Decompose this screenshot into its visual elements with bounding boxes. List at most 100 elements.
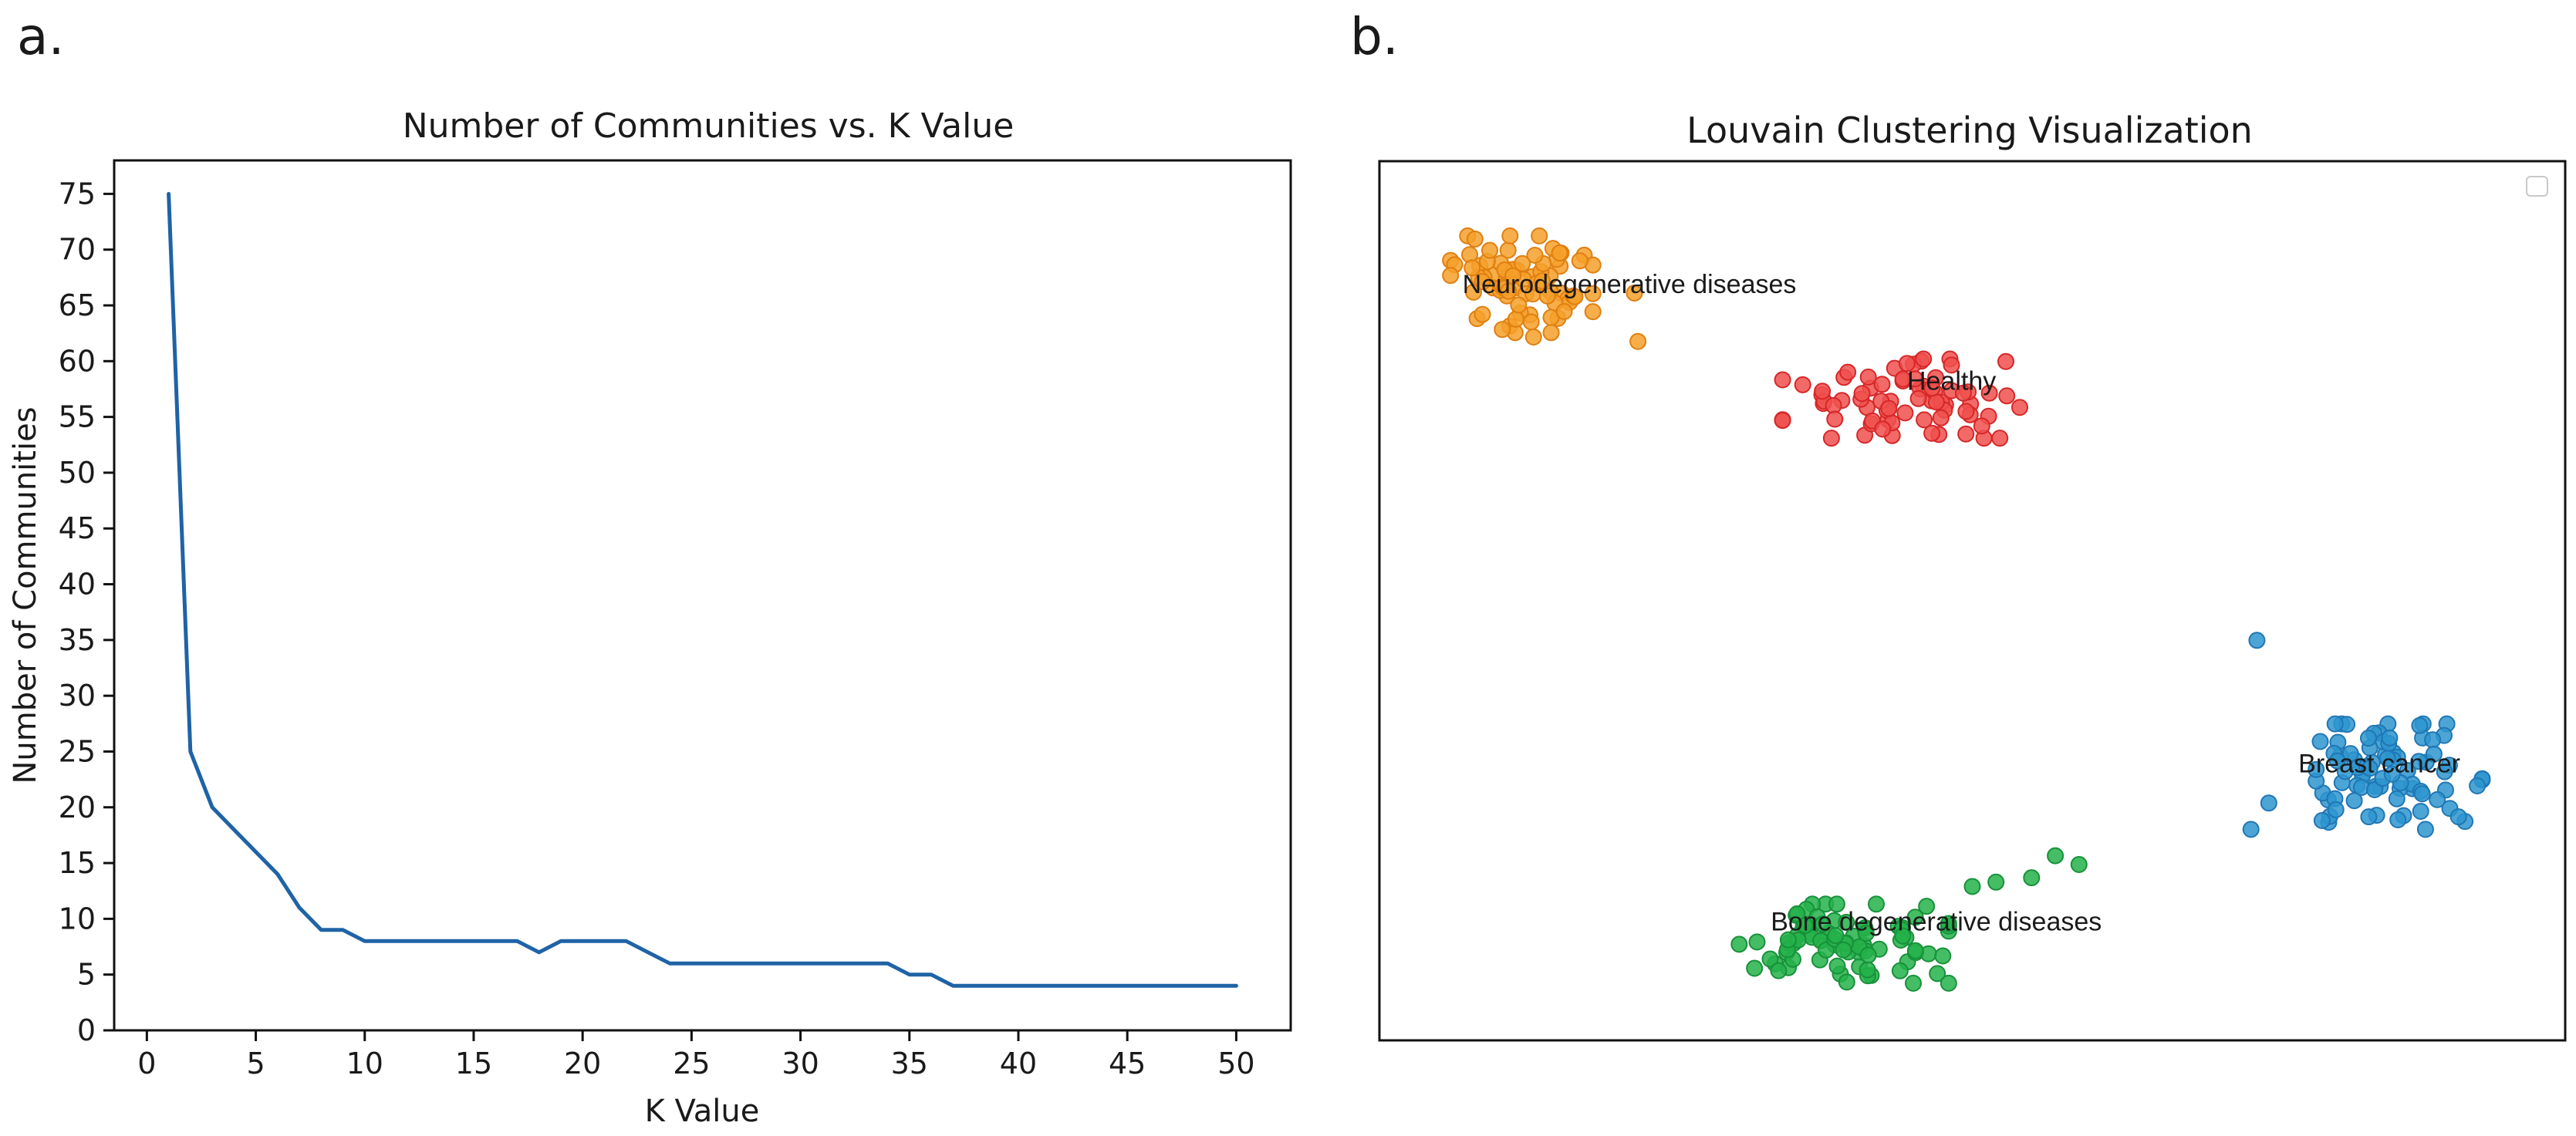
- scatter-point: [2416, 821, 2434, 838]
- scatter-point: [2425, 745, 2443, 763]
- scatter-point: [1533, 272, 1551, 290]
- scatter-point: [2361, 760, 2378, 777]
- scatter-point: [2326, 715, 2344, 733]
- cluster-label-healthy: Healthy: [1907, 366, 1996, 396]
- scatter-point: [1774, 371, 1791, 389]
- scatter-point: [2449, 808, 2467, 826]
- scatter-point: [1998, 387, 2016, 405]
- scatter-point: [1963, 878, 1981, 895]
- scatter-point: [1814, 383, 1832, 400]
- x-tick-label: 15: [455, 1047, 492, 1080]
- scatter-point: [2412, 803, 2429, 820]
- scatter-point: [1927, 393, 1945, 411]
- chart-a-xlabel: K Value: [645, 1094, 760, 1129]
- scatter-point: [2360, 808, 2378, 826]
- x-tick-label: 20: [564, 1047, 601, 1080]
- scatter-point: [1814, 915, 1832, 933]
- scatter-point: [1853, 385, 1871, 403]
- scatter-point: [1859, 946, 1877, 964]
- scatter-point: [1940, 974, 1957, 992]
- scatter-point: [1859, 368, 1877, 386]
- chart-b-title: Louvain Clustering Visualization: [1686, 110, 2253, 151]
- line-chart: Number of Communities vs. K Value 0 5 10 15…: [8, 106, 1292, 1129]
- scatter-point: [1779, 931, 1797, 949]
- x-tick-label: 45: [1109, 1047, 1146, 1080]
- scatter-point: [1822, 430, 1840, 447]
- y-tick-label: 0: [77, 1013, 96, 1047]
- scatter-point: [1909, 389, 1927, 407]
- x-tick-label: 50: [1217, 1047, 1254, 1080]
- scatter-point: [1542, 324, 1560, 342]
- y-tick-label: 70: [59, 233, 96, 267]
- chart-a-y-axis: 0 5 10 15 20 25 30 35 40 45 50 55 60 65 70 75: [59, 177, 114, 1047]
- scatter-point: [1934, 947, 1952, 965]
- scatter-point: [1770, 962, 1788, 979]
- scatter-point: [1973, 417, 1990, 435]
- panel-b-label: b.: [1350, 7, 1399, 66]
- scatter-point: [1923, 424, 1941, 442]
- scatter-point: [1957, 403, 1975, 420]
- chart-b-points: [1442, 227, 2491, 992]
- scatter-point: [1746, 959, 1764, 977]
- scatter-point: [1466, 231, 1484, 248]
- scatter-point: [1929, 965, 1946, 983]
- y-tick-label: 40: [59, 568, 96, 602]
- scatter-point: [1880, 399, 1898, 417]
- y-tick-label: 75: [59, 177, 96, 211]
- scatter-point: [2070, 856, 2088, 873]
- scatter-point: [1504, 267, 1522, 285]
- scatter-point: [1510, 296, 1528, 314]
- y-tick-label: 10: [59, 902, 96, 935]
- scatter-point: [1896, 404, 1914, 422]
- x-tick-label: 10: [346, 1047, 383, 1080]
- scatter-point: [1584, 303, 1602, 321]
- scatter-point: [1868, 895, 1885, 913]
- x-tick-label: 5: [246, 1047, 265, 1080]
- scatter-point: [2047, 847, 2065, 865]
- chart-a-title: Number of Communities vs. K Value: [403, 106, 1015, 146]
- cluster-label-breast-cancer: Breast cancer: [2298, 749, 2460, 778]
- scatter-point: [1857, 925, 1875, 942]
- scatter-point: [2424, 731, 2442, 749]
- scatter-point: [1522, 313, 1540, 331]
- scatter-point: [1524, 329, 1542, 346]
- scatter-point: [2413, 785, 2431, 803]
- x-tick-label: 25: [673, 1047, 710, 1080]
- scatter-point: [1997, 352, 2014, 370]
- scatter-point: [1954, 384, 1972, 402]
- cluster-breast-cancer: [2242, 632, 2491, 838]
- scatter-point: [1531, 227, 1548, 244]
- scatter-point: [1980, 384, 1998, 402]
- chart-b-annotations: Neurodegenerative diseases Healthy Breast …: [1463, 270, 2460, 937]
- scatter-point: [1584, 285, 1602, 302]
- scatter-point: [2328, 752, 2346, 770]
- scatter-point: [1730, 935, 1748, 953]
- scatter-point: [1748, 933, 1766, 951]
- scatter-chart: Louvain Clustering Visualization Neurode…: [1378, 110, 2567, 1042]
- scatter-point: [1918, 898, 1936, 915]
- scatter-point: [1566, 288, 1584, 305]
- scatter-point: [1464, 259, 1481, 277]
- scatter-point: [1891, 962, 1909, 979]
- scatter-point: [2308, 760, 2325, 778]
- chart-a-plot: [167, 191, 1238, 988]
- scatter-point: [1991, 430, 2009, 447]
- scatter-point: [2248, 632, 2266, 649]
- scatter-point: [1906, 942, 1924, 959]
- scatter-point: [1538, 287, 1556, 305]
- scatter-point: [1474, 305, 1491, 323]
- scatter-point: [2011, 399, 2028, 416]
- cluster-label-neurodegenerative-diseases: Neurodegenerative diseases: [1463, 270, 1797, 299]
- series-line-communities: [167, 191, 1238, 988]
- cluster-healthy: [1774, 350, 2028, 447]
- scatter-point: [1526, 247, 1544, 264]
- scatter-point: [2360, 730, 2377, 747]
- scatter-point: [1514, 255, 1531, 272]
- scatter-point: [2410, 753, 2428, 770]
- chart-a-frame: [113, 159, 1292, 1032]
- scatter-point: [1788, 905, 1806, 922]
- y-tick-label: 25: [59, 734, 96, 768]
- scatter-point: [2389, 811, 2407, 828]
- scatter-point: [2436, 763, 2453, 780]
